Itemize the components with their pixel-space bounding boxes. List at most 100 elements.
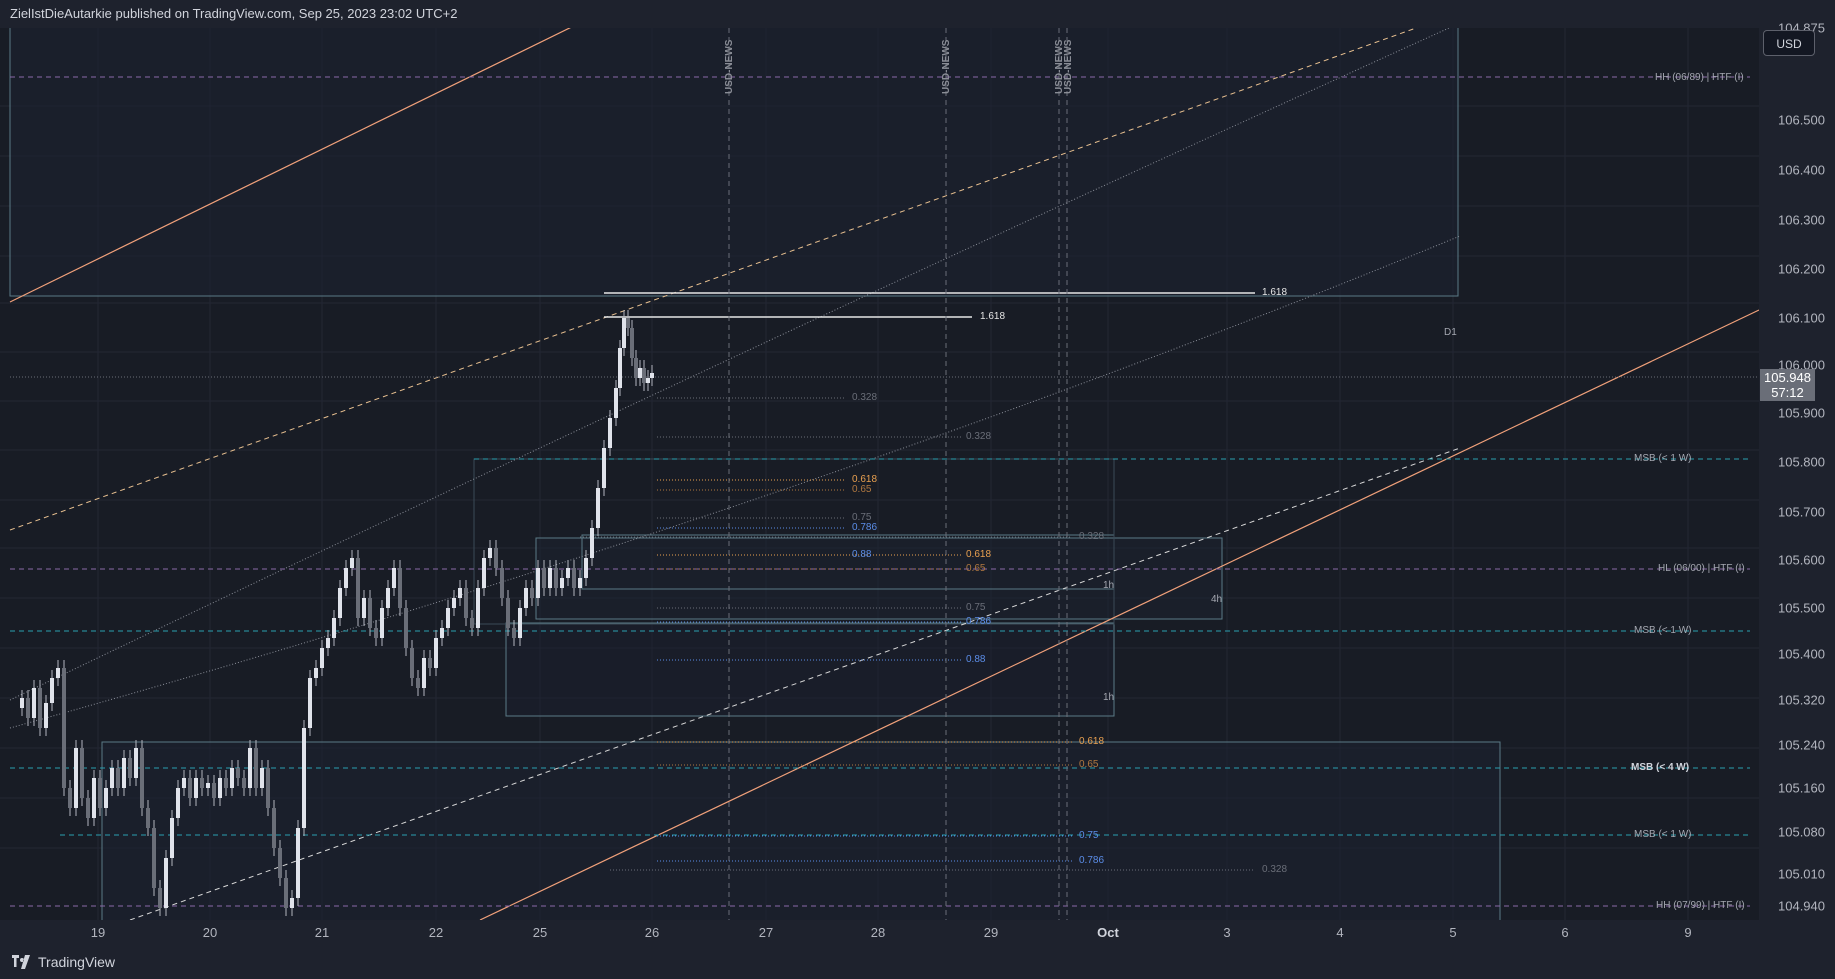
h1-box-label-a: 1h — [1103, 580, 1115, 591]
candle-body — [596, 488, 600, 528]
candle-body — [638, 368, 642, 378]
price-candles — [20, 310, 654, 916]
fib-328-label-c: 0.328 — [1079, 531, 1105, 542]
candle-body — [302, 728, 306, 828]
candle-body — [56, 668, 60, 678]
fib-65-label-b: 0.65 — [966, 563, 986, 574]
msb-label-2: MSB (< 1 W) — [1634, 625, 1692, 636]
time-tick-label: 21 — [314, 925, 330, 940]
candle-body — [386, 588, 390, 608]
time-tick-label: 3 — [1223, 925, 1231, 940]
candle-body — [242, 778, 246, 788]
header-title: ZielIstDieAutarkie published on TradingV… — [10, 6, 458, 21]
fib-65-label-a: 0.65 — [852, 484, 872, 495]
candle-body — [458, 588, 462, 598]
time-tick-label: 5 — [1449, 925, 1457, 940]
candle-body — [548, 568, 552, 588]
time-tick-label: 28 — [870, 925, 886, 940]
channel-lower-line — [479, 309, 1759, 920]
candle-body — [188, 778, 192, 798]
candle-body — [422, 658, 426, 688]
price-tick-label: 106.000 — [1778, 357, 1825, 373]
candle-body — [146, 808, 150, 828]
candle-body — [152, 828, 156, 888]
news-label-1: USD-NEWS — [724, 39, 735, 94]
candle-body — [518, 608, 522, 638]
price-tick-label: 104.940 — [1778, 898, 1825, 914]
hl-label: HL (06/00) | HTF (I) — [1658, 563, 1745, 574]
tradingview-logo-icon — [12, 955, 30, 969]
candle-body — [452, 598, 456, 608]
candle-body — [116, 768, 120, 788]
candle-body — [140, 748, 144, 808]
fib-75-label-b: 0.75 — [966, 602, 986, 613]
candle-body — [284, 878, 288, 908]
candle-body — [332, 618, 336, 638]
candle-body — [296, 828, 300, 898]
price-tick-label: 105.500 — [1778, 600, 1825, 616]
candle-body — [62, 668, 66, 788]
candle-body — [464, 588, 468, 618]
time-tick-label: 19 — [90, 925, 106, 940]
candle-body — [554, 568, 558, 588]
currency-button[interactable]: USD — [1763, 30, 1815, 56]
candle-body — [404, 608, 408, 648]
news-label-2: USD-NEWS — [941, 39, 952, 94]
time-axis[interactable]: 19 20 21 22 25 26 27 28 29 Oct 3 4 5 6 9 — [0, 920, 1835, 946]
candle-body — [350, 558, 354, 568]
candle-body — [434, 638, 438, 668]
candle-body — [380, 608, 384, 638]
price-tick-label: 105.010 — [1778, 866, 1825, 882]
candle-body — [494, 548, 498, 568]
candle-body — [182, 778, 186, 788]
candle-body — [236, 768, 240, 778]
last-price-badge: 105.948 57:12 — [1760, 369, 1815, 401]
candle-body — [634, 358, 638, 378]
candle-body — [524, 588, 528, 608]
candle-body — [440, 628, 444, 638]
candle-body — [128, 758, 132, 778]
tradingview-brand[interactable]: TradingView — [10, 954, 115, 970]
candle-body — [650, 373, 654, 378]
chart-canvas[interactable] — [0, 28, 1759, 920]
candle-body — [488, 548, 492, 558]
candle-body — [428, 658, 432, 668]
candle-body — [308, 678, 312, 728]
candle-body — [416, 678, 420, 688]
price-axis[interactable]: 106.500 106.400 106.300 106.200 106.100 106.0… — [1759, 21, 1835, 920]
candle-body — [630, 328, 634, 358]
fib-1618-label-b: 1.618 — [980, 311, 1006, 322]
regression-curve-upper — [9, 28, 1451, 701]
candle-body — [266, 768, 270, 808]
fib-786-label-c: 0.786 — [1079, 855, 1105, 866]
candle-body — [392, 568, 396, 588]
d1-box-label: D1 — [1444, 327, 1457, 338]
price-tick-label: 105.320 — [1778, 692, 1825, 708]
time-tick-label: 25 — [532, 925, 548, 940]
last-price-value: 105.948 — [1764, 370, 1811, 385]
candle-body — [26, 698, 30, 718]
price-tick-label: 105.160 — [1778, 780, 1825, 796]
time-tick-label: 4 — [1336, 925, 1344, 940]
candle-body — [566, 568, 570, 578]
channel-mid-lower — [129, 447, 1461, 920]
candle-body — [398, 568, 402, 608]
candle-body — [20, 698, 24, 708]
candle-body — [646, 378, 650, 383]
regression-curve-lower — [9, 235, 1461, 729]
candle-body — [170, 818, 174, 858]
msb-4w-label: MSB (< 4 W) — [1631, 762, 1690, 773]
fib-618-label-c: 0.618 — [1079, 736, 1105, 747]
candle-body — [470, 618, 474, 628]
candle-body — [512, 628, 516, 638]
time-tick-label: 20 — [202, 925, 218, 940]
candle-body — [80, 748, 84, 798]
candle-body — [134, 748, 138, 778]
candle-body — [32, 688, 36, 718]
lower-zone-box — [101, 741, 1501, 920]
candle-body — [110, 768, 114, 788]
candle-body — [44, 703, 48, 728]
candle-body — [476, 588, 480, 628]
price-tick-label: 105.600 — [1778, 552, 1825, 568]
footer: TradingView — [0, 946, 1835, 979]
